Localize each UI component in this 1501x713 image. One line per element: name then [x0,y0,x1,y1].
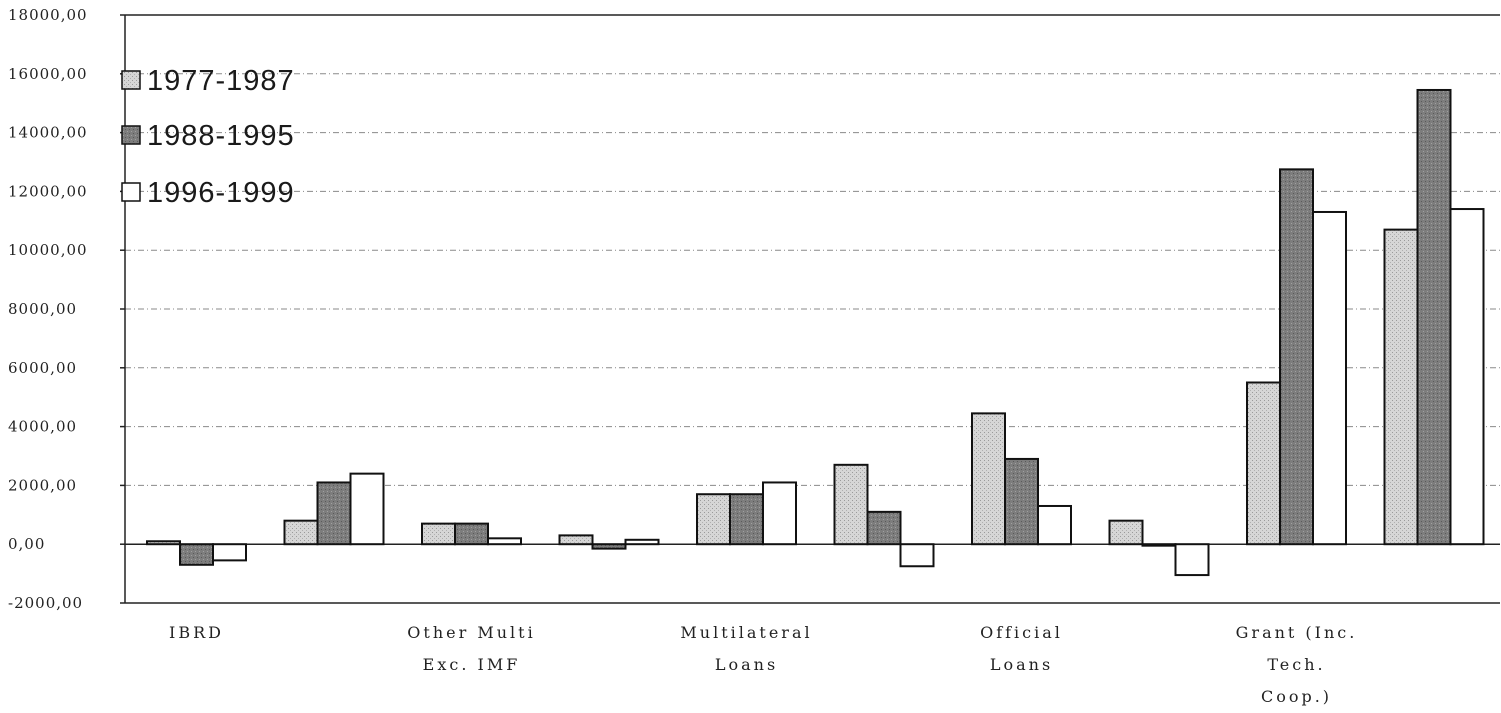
bar-1988-1995 [316,481,352,546]
x-category-label: Other Multi [407,623,535,642]
bar-1988-1995 [729,493,764,546]
bar-1996-1999 [212,543,247,562]
x-category-label: Multilateral [680,623,812,642]
y-tick-label: 0,00 [8,535,45,553]
bar-1996-1999 [487,537,522,546]
bar-1977-1987 [696,493,731,546]
y-tick-label: 2000,00 [8,476,77,494]
bar-1977-1987 [971,412,1006,546]
y-tick-label: 18000,00 [8,6,88,24]
x-category-label: Official [980,623,1063,642]
bar-1988-1995 [1004,457,1039,546]
bars [146,88,1485,577]
bar-1988-1995 [1279,168,1314,546]
bar-1996-1999 [624,538,660,546]
x-category-label: Loans [990,655,1053,674]
legend-label: 1996-1999 [147,177,295,209]
bar-1988-1995 [591,543,627,550]
bar-1977-1987 [833,463,869,546]
bar-1977-1987 [146,540,181,546]
legend: 1977-1987 1988-1995 1996-1999 [121,65,295,209]
x-category-label: IBRD [169,623,224,642]
bar-1977-1987 [1108,519,1144,546]
legend-swatch [121,70,141,90]
bar-1977-1987 [421,522,456,546]
bar-1996-1999 [1174,543,1210,577]
y-tick-label: -2000,00 [8,594,83,612]
y-tick-label: 4000,00 [8,418,77,436]
y-tick-label: 14000,00 [8,124,88,142]
bar-1996-1999 [899,543,935,568]
bar-1996-1999 [349,472,385,546]
bar-1988-1995 [454,522,489,546]
bar-1988-1995 [1416,88,1452,546]
legend-label: 1988-1995 [147,120,295,152]
x-category-label: Exc. IMF [423,655,521,674]
bar-1996-1999 [1449,208,1485,546]
bar-1977-1987 [558,534,594,546]
legend-swatch [121,182,141,202]
legend-swatch [121,125,141,145]
bar-1977-1987 [1383,228,1419,546]
x-category-label: Tech. [1267,655,1325,674]
bar-1988-1995 [866,510,902,546]
legend-label: 1977-1987 [147,65,295,97]
y-tick-label: 8000,00 [8,300,77,318]
bar-1988-1995 [179,543,214,566]
y-tick-label: 12000,00 [8,182,88,200]
y-tick-label: 16000,00 [8,65,88,83]
y-tick-labels: 18000,00 16000,00 14000,00 12000,00 10000,00… [8,6,88,612]
bar-1977-1987 [1246,381,1281,546]
x-category-label: Coop.) [1261,687,1332,706]
bar-1996-1999 [762,481,797,546]
bar-1988-1995 [1141,543,1177,547]
bar-1996-1999 [1037,504,1072,546]
bar-1977-1987 [283,519,319,546]
x-category-label: Loans [715,655,778,674]
y-tick-label: 6000,00 [8,359,77,377]
x-category-label: Grant (Inc. [1236,623,1358,642]
bar-1996-1999 [1312,210,1347,546]
x-category-labels: IBRD Other Multi Exc. IMF Multilateral Loans… [169,623,1358,706]
y-tick-label: 10000,00 [8,241,88,259]
